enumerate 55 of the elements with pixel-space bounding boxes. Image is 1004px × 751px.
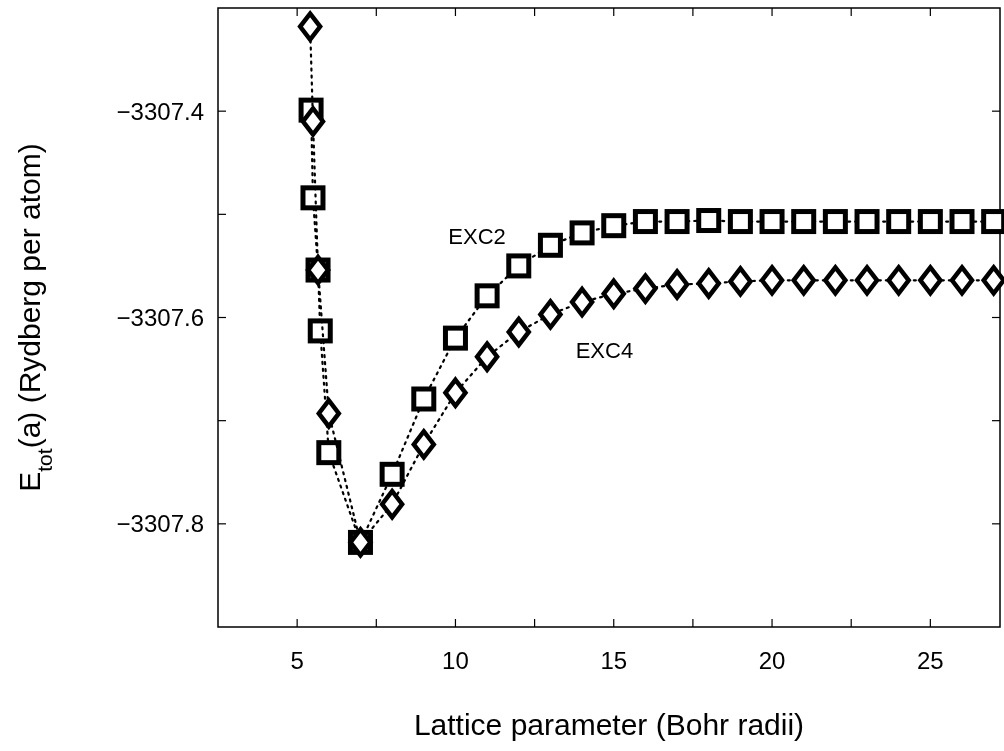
point [664, 269, 690, 300]
point [538, 299, 563, 330]
point [537, 232, 563, 258]
point [696, 208, 722, 234]
point [316, 398, 342, 429]
x-tick-label: 20 [758, 647, 786, 674]
point [791, 209, 817, 235]
point [297, 11, 323, 42]
x-tick-label: 25 [917, 647, 944, 674]
point [506, 316, 532, 348]
point [411, 429, 437, 460]
x-axis-title: Lattice parameter (Bohr radii) [413, 708, 805, 741]
point [307, 318, 333, 344]
point [664, 209, 690, 235]
point [949, 209, 975, 235]
point [696, 268, 721, 299]
point [917, 209, 943, 235]
point [442, 325, 468, 351]
point [949, 265, 975, 296]
y-tick-label: −3307.6 [116, 303, 204, 331]
y-tick-label: −3307.8 [116, 510, 204, 538]
point [727, 209, 753, 235]
point [569, 286, 595, 318]
point [918, 265, 943, 296]
point [316, 440, 342, 466]
series-label: EXC4 [575, 338, 634, 364]
point [506, 253, 532, 279]
point [601, 278, 626, 310]
point [411, 386, 437, 412]
series-label: EXC2 [448, 223, 506, 249]
point [569, 220, 595, 246]
point [822, 209, 848, 235]
point [474, 283, 500, 309]
point [823, 265, 848, 296]
point [791, 265, 816, 296]
point [728, 266, 753, 297]
point [854, 209, 880, 235]
point [886, 265, 911, 296]
point [443, 377, 468, 409]
point [759, 265, 785, 296]
point [300, 106, 326, 137]
x-tick-label: 10 [442, 647, 469, 674]
point [886, 209, 912, 235]
point [601, 213, 627, 239]
y-tick-label: −3307.4 [116, 97, 204, 125]
point [379, 461, 405, 487]
point [474, 341, 500, 372]
point [379, 488, 405, 520]
point [632, 209, 658, 235]
point [300, 185, 326, 211]
point [633, 273, 658, 304]
x-tick-label: 5 [290, 647, 304, 674]
x-tick-label: 15 [600, 647, 628, 674]
point [854, 265, 880, 296]
point [759, 209, 785, 235]
